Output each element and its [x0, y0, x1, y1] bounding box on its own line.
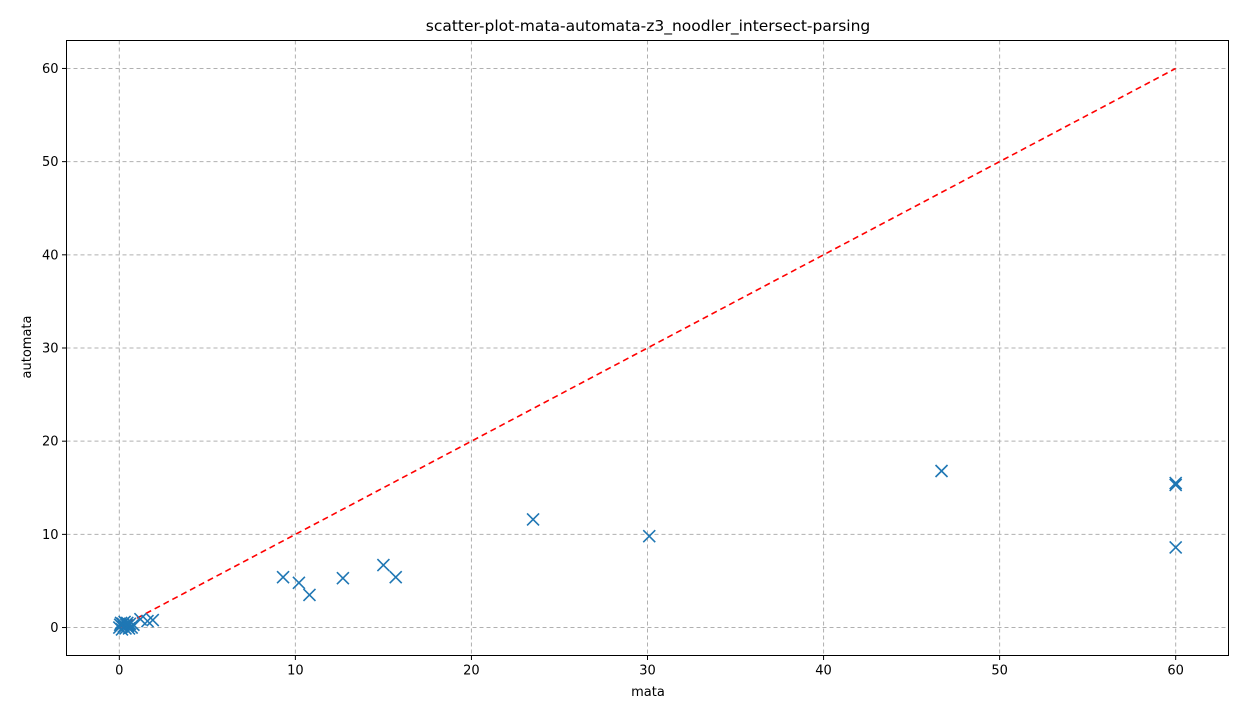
y-tick-label: 20: [42, 435, 59, 450]
reference-line-layer: [118, 67, 1177, 629]
data-point: [140, 614, 155, 628]
data-point: [389, 570, 403, 584]
data-point: [292, 576, 306, 590]
x-tick-label: 10: [287, 664, 304, 679]
x-tick-label: 60: [1167, 664, 1184, 679]
x-axis-label: mata: [631, 685, 665, 700]
y-tick-label: 10: [42, 528, 59, 543]
data-point: [146, 613, 160, 627]
y-axis-label: automata: [20, 316, 35, 379]
x-tick-label: 30: [639, 664, 656, 679]
data-point: [276, 570, 290, 584]
x-tick-label: 50: [991, 664, 1008, 679]
y-axis-ticks: 0 10 20 30 40 50 60: [42, 62, 67, 636]
data-point: [526, 512, 540, 527]
chart-title: scatter-plot-mata-automata-z3_noodler_in…: [426, 17, 871, 36]
data-point: [1169, 478, 1183, 492]
y-tick-label: 40: [42, 248, 59, 263]
data-point: [934, 464, 949, 478]
data-point: [126, 618, 140, 632]
y-tick-label: 60: [42, 62, 59, 77]
data-point: [1169, 540, 1183, 554]
data-point: [336, 571, 350, 585]
y-tick-label: 0: [50, 621, 58, 636]
x-tick-label: 0: [115, 664, 123, 679]
data-point: [123, 617, 137, 631]
x-tick-label: 40: [815, 664, 832, 679]
x-axis-ticks: 0 10 20 30 40 50 60: [115, 655, 1184, 679]
y-tick-label: 50: [42, 155, 59, 170]
x-tick-label: 20: [463, 664, 480, 679]
y-tick-label: 30: [42, 342, 59, 357]
data-point: [376, 558, 390, 572]
data-point: [1169, 476, 1183, 490]
points-layer: [112, 464, 1183, 636]
data-point: [642, 529, 656, 543]
data-point: [302, 588, 317, 602]
reference-line: [118, 67, 1177, 629]
